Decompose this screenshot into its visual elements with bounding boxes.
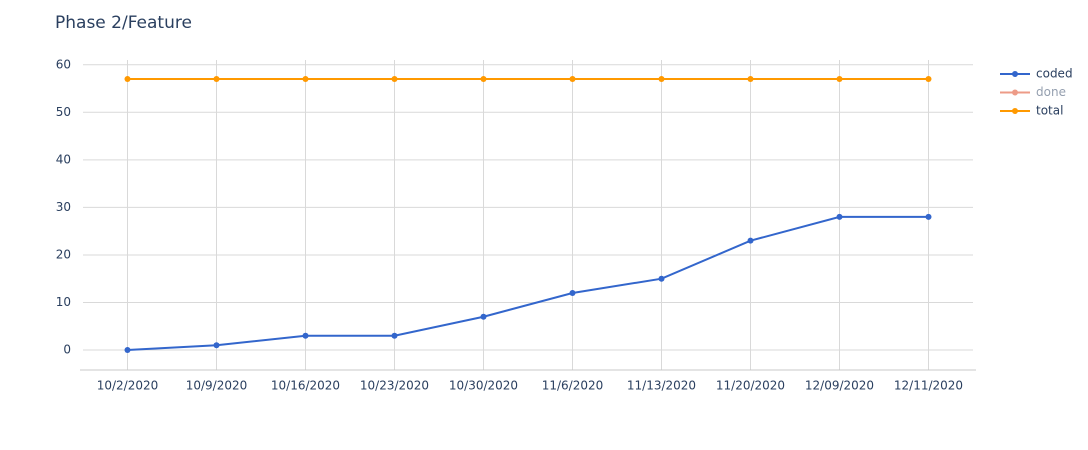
x-tick-label: 12/11/2020 — [894, 379, 963, 393]
x-tick-label: 11/13/2020 — [627, 379, 696, 393]
x-tick-label: 10/9/2020 — [186, 379, 248, 393]
y-tick-label: 10 — [56, 295, 71, 309]
y-tick-label: 0 — [63, 343, 71, 357]
data-point — [391, 76, 398, 83]
y-tick-label: 60 — [56, 57, 71, 71]
data-point — [213, 342, 220, 349]
x-tick-label: 10/2/2020 — [97, 379, 159, 393]
x-tick-label: 10/23/2020 — [360, 379, 429, 393]
data-point — [480, 313, 487, 320]
x-tick-label: 11/20/2020 — [716, 379, 785, 393]
data-point — [391, 332, 398, 339]
data-point — [658, 275, 665, 282]
legend-item: done — [1000, 85, 1066, 99]
x-tick-label: 11/6/2020 — [542, 379, 604, 393]
data-point — [747, 237, 754, 244]
legend-label: done — [1036, 85, 1066, 99]
y-tick-label: 30 — [56, 200, 71, 214]
data-point — [480, 76, 487, 83]
chart-title: Phase 2/Feature — [55, 13, 192, 33]
y-tick-label: 40 — [56, 152, 71, 166]
legend-marker — [1012, 89, 1018, 96]
legend-marker — [1012, 71, 1018, 77]
y-tick-label: 50 — [56, 105, 71, 119]
legend-label: total — [1036, 104, 1063, 118]
data-point — [836, 213, 843, 220]
data-point — [213, 76, 220, 83]
legend-marker — [1012, 108, 1018, 114]
data-point — [124, 347, 131, 354]
data-point — [747, 76, 754, 83]
data-point — [569, 76, 576, 83]
legend-item: total — [1000, 104, 1063, 118]
x-tick-label: 10/16/2020 — [271, 379, 340, 393]
series-line — [127, 215, 929, 352]
data-point — [836, 76, 843, 83]
data-point — [925, 76, 932, 83]
data-point — [658, 76, 665, 83]
x-tick-label: 10/30/2020 — [449, 379, 518, 393]
data-point — [302, 76, 309, 83]
data-point — [569, 289, 576, 296]
x-tick-label: 12/09/2020 — [805, 379, 874, 393]
data-point — [124, 76, 131, 83]
data-point — [925, 213, 932, 220]
legend-item: coded — [1000, 67, 1073, 81]
data-point — [302, 332, 309, 339]
y-tick-label: 20 — [56, 247, 71, 261]
legend-label: coded — [1036, 67, 1073, 81]
